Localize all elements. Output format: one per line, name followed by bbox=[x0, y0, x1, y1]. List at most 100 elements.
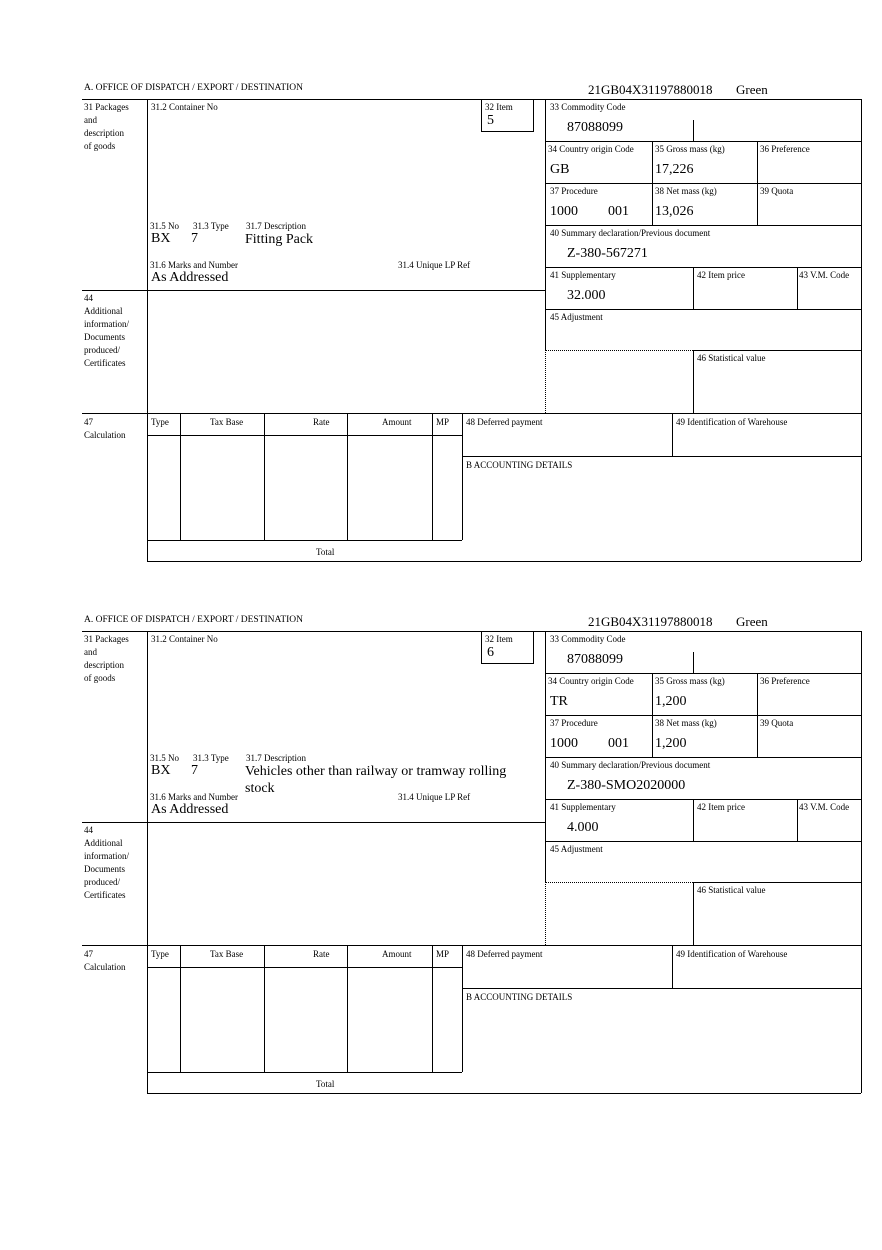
marks-label: 31.6 Marks and Number bbox=[150, 792, 238, 802]
rule bbox=[180, 945, 181, 1072]
box31-label: 31 Packages bbox=[84, 102, 129, 112]
rule bbox=[693, 350, 694, 413]
rule bbox=[147, 561, 861, 562]
box47-label: Calculation bbox=[84, 430, 126, 440]
box31-label: description bbox=[84, 660, 124, 670]
rule bbox=[545, 631, 546, 882]
deferred-payment-label: 48 Deferred payment bbox=[466, 417, 543, 427]
package-type-label: 31.3 Type bbox=[193, 221, 229, 231]
rule bbox=[147, 1072, 462, 1073]
box44-label: 44 bbox=[84, 825, 93, 835]
rule bbox=[652, 141, 653, 225]
box31-label: of goods bbox=[84, 673, 116, 683]
rule bbox=[693, 882, 694, 945]
box44-label: Certificates bbox=[84, 890, 126, 900]
package-type-label: 31.3 Type bbox=[193, 753, 229, 763]
total-label: Total bbox=[316, 547, 335, 557]
rule bbox=[347, 945, 348, 1072]
box44-label: Additional bbox=[84, 838, 123, 848]
commodity-code: 87088099 bbox=[567, 652, 623, 667]
box44-label: produced/ bbox=[84, 877, 120, 887]
box44-label: Additional bbox=[84, 306, 123, 316]
accounting-details-label: B ACCOUNTING DETAILS bbox=[466, 460, 573, 470]
package-count: 7 bbox=[191, 231, 198, 246]
rule bbox=[693, 350, 861, 351]
adjustment-label: 45 Adjustment bbox=[550, 312, 603, 322]
vm-code-label: 43 V.M. Code bbox=[799, 802, 850, 812]
rule bbox=[462, 456, 861, 457]
net-mass: 13,026 bbox=[655, 204, 694, 219]
unique-lp-ref-label: 31.4 Unique LP Ref bbox=[398, 260, 471, 270]
statistical-value-label: 46 Statistical value bbox=[697, 885, 766, 895]
rule bbox=[797, 267, 798, 309]
item-label: 32 Item bbox=[485, 634, 513, 644]
rule bbox=[462, 413, 463, 540]
calc-column-header: Amount bbox=[382, 949, 412, 959]
item-price-label: 42 Item price bbox=[697, 270, 745, 280]
procedure-label: 37 Procedure bbox=[550, 186, 598, 196]
rule bbox=[672, 413, 673, 456]
route-colour: Green bbox=[736, 82, 768, 97]
supplementary-label: 41 Supplementary bbox=[550, 802, 616, 812]
supplementary-value: 4.000 bbox=[567, 820, 599, 835]
package-kind: BX bbox=[151, 231, 171, 246]
description-label: 31.7 Description bbox=[246, 221, 306, 231]
rule bbox=[347, 413, 348, 540]
vm-code-label: 43 V.M. Code bbox=[799, 270, 850, 280]
item-price-label: 42 Item price bbox=[697, 802, 745, 812]
box31-label: of goods bbox=[84, 141, 116, 151]
rule bbox=[693, 652, 694, 673]
rule bbox=[545, 757, 861, 758]
rule bbox=[82, 99, 861, 100]
warehouse-label: 49 Identification of Warehouse bbox=[676, 417, 788, 427]
rule bbox=[545, 141, 861, 142]
commodity-code: 87088099 bbox=[567, 120, 623, 135]
office-heading: A. OFFICE OF DISPATCH / EXPORT / DESTINA… bbox=[84, 615, 304, 625]
rule bbox=[147, 435, 462, 436]
item-block: A. OFFICE OF DISPATCH / EXPORT / DESTINA… bbox=[0, 83, 882, 569]
container-no-label: 31.2 Container No bbox=[151, 634, 218, 644]
item-block: A. OFFICE OF DISPATCH / EXPORT / DESTINA… bbox=[0, 615, 882, 1101]
rule bbox=[545, 673, 861, 674]
box31-label: and bbox=[84, 647, 97, 657]
rule bbox=[693, 882, 861, 883]
rule bbox=[147, 540, 462, 541]
rule bbox=[533, 99, 534, 131]
preference-label: 36 Preference bbox=[760, 144, 810, 154]
rule bbox=[672, 945, 673, 988]
rule bbox=[264, 413, 265, 540]
rule bbox=[82, 631, 861, 632]
box44-label: produced/ bbox=[84, 345, 120, 355]
rule bbox=[757, 673, 758, 757]
calc-column-header: MP bbox=[436, 949, 450, 959]
office-heading: A. OFFICE OF DISPATCH / EXPORT / DESTINA… bbox=[84, 83, 304, 93]
marks-label: 31.6 Marks and Number bbox=[150, 260, 238, 270]
rule bbox=[432, 413, 433, 540]
box44-label: 44 bbox=[84, 293, 93, 303]
gross-mass: 17,226 bbox=[655, 162, 694, 177]
gross-mass: 1,200 bbox=[655, 694, 687, 709]
warehouse-label: 49 Identification of Warehouse bbox=[676, 949, 788, 959]
box44-label: Certificates bbox=[84, 358, 126, 368]
calc-column-header: Tax Base bbox=[210, 949, 244, 959]
box31-label: description bbox=[84, 128, 124, 138]
item-number: 6 bbox=[487, 645, 494, 660]
rule bbox=[82, 413, 861, 414]
procedure-label: 37 Procedure bbox=[550, 718, 598, 728]
accounting-details-label: B ACCOUNTING DETAILS bbox=[466, 992, 573, 1002]
summary-declaration-label: 40 Summary declaration/Previous document bbox=[550, 228, 711, 238]
declaration-reference: 21GB04X31197880018 bbox=[588, 82, 713, 97]
country-origin-label: 34 Country origin Code bbox=[548, 144, 634, 154]
box31-label: 31 Packages bbox=[84, 634, 129, 644]
box44-label: Documents bbox=[84, 864, 125, 874]
box47-label: Calculation bbox=[84, 962, 126, 972]
route-colour: Green bbox=[736, 614, 768, 629]
package-no-label: 31.5 No bbox=[150, 753, 179, 763]
procedure-additional: 001 bbox=[608, 204, 629, 219]
adjustment-label: 45 Adjustment bbox=[550, 844, 603, 854]
rule bbox=[545, 99, 546, 350]
rule bbox=[797, 799, 798, 841]
rule bbox=[180, 413, 181, 540]
box44-label: information/ bbox=[84, 851, 129, 861]
rule bbox=[861, 631, 862, 1093]
